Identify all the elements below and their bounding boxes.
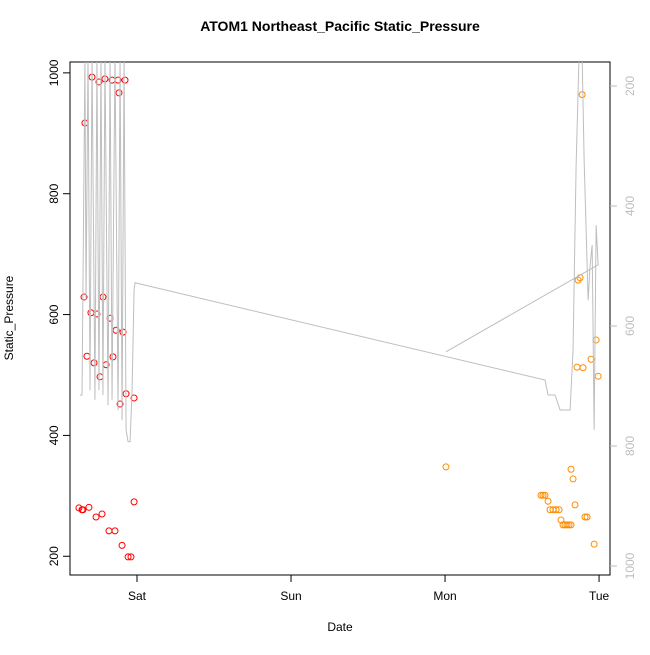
data-point — [579, 364, 587, 372]
y-axis-label: Static_Pressure — [2, 275, 16, 360]
data-point — [109, 353, 117, 361]
y-tick-label: 600 — [47, 304, 61, 324]
data-point — [565, 521, 573, 529]
plot-frame — [69, 61, 611, 576]
x-tick-label: Mon — [433, 589, 456, 603]
data-point — [79, 506, 87, 514]
chart-title: ATOM1 Northeast_Pacific Static_Pressure — [200, 18, 480, 34]
data-point — [567, 465, 575, 473]
y-tick-label: 200 — [47, 546, 61, 566]
data-point — [590, 540, 598, 548]
data-point — [555, 506, 563, 514]
data-point — [127, 553, 135, 561]
data-point — [583, 513, 591, 521]
x-tick-label: Sun — [280, 589, 301, 603]
data-point — [442, 463, 450, 471]
data-point — [95, 78, 103, 86]
data-point — [80, 293, 88, 301]
data-point — [85, 503, 93, 511]
data-point — [130, 394, 138, 402]
y-tick-label: 1000 — [47, 59, 61, 86]
data-point — [116, 400, 124, 408]
data-point — [539, 491, 547, 499]
y2-tick-label: 1000 — [623, 552, 637, 579]
data-point — [567, 521, 575, 529]
x-tick-label: Tue — [589, 589, 610, 603]
data-point — [115, 89, 123, 97]
y-tick-label: 400 — [47, 425, 61, 445]
data-line — [80, 62, 599, 443]
y2-tick-label: 200 — [623, 76, 637, 96]
data-point — [578, 91, 586, 99]
data-point — [121, 76, 129, 84]
data-point — [571, 501, 579, 509]
data-point — [130, 498, 138, 506]
data-point — [98, 510, 106, 518]
data-point — [544, 497, 552, 505]
data-point — [581, 513, 589, 521]
x-tick-label: Sat — [128, 589, 147, 603]
y2-tick-label: 400 — [623, 196, 637, 216]
data-point — [537, 491, 545, 499]
data-point — [124, 553, 132, 561]
data-point — [569, 475, 577, 483]
data-point — [563, 521, 571, 529]
data-point — [587, 355, 595, 363]
data-point — [111, 527, 119, 535]
x-axis-label: Date — [327, 620, 353, 634]
data-point — [92, 513, 100, 521]
data-point — [552, 506, 560, 514]
y-tick-label: 800 — [47, 183, 61, 203]
data-point — [90, 359, 98, 367]
y2-tick-label: 800 — [623, 436, 637, 456]
data-point — [118, 541, 126, 549]
plot-area — [75, 62, 602, 561]
data-point — [541, 491, 549, 499]
y2-tick-label: 600 — [623, 316, 637, 336]
